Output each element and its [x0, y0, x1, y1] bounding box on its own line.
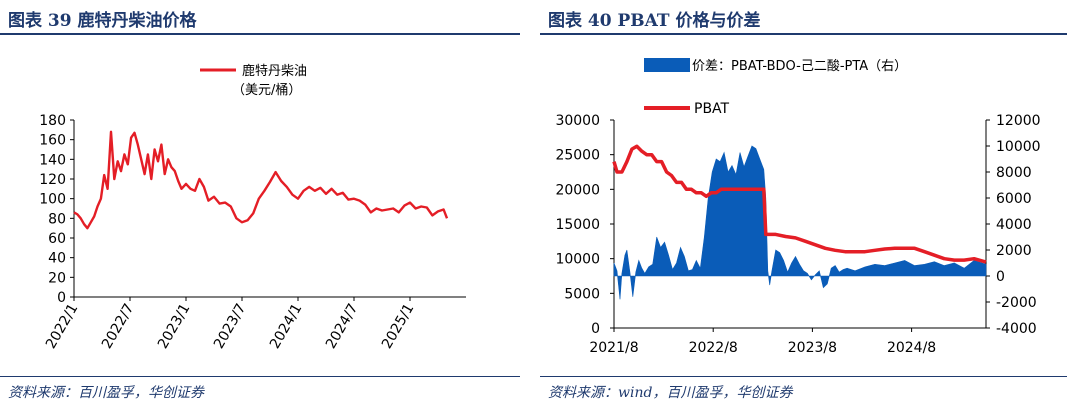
right-axes: 050001000015000200002500030000-4000-2000… — [555, 113, 1040, 356]
right-series — [612, 144, 987, 300]
diesel-price-chart: 鹿特丹柴油 （美元/桶） 0 20 40 60 80 100 120 140 160 180 202… — [39, 63, 466, 352]
right-left-y-tick-label: 30000 — [555, 113, 600, 129]
right-left-y-tick-label: 10000 — [555, 252, 600, 268]
left-y-tick-label: 120 — [39, 172, 66, 188]
left-y-tick-label: 100 — [39, 192, 66, 208]
diesel-series — [73, 130, 449, 230]
right-left-y-tick-label: 25000 — [555, 148, 600, 164]
right-right-y-tick-label: -4000 — [996, 321, 1037, 337]
right-legend-area-label: 价差：PBAT-BDO-己二酸-PTA（右） — [692, 59, 907, 74]
right-right-y-tick-label: 6000 — [996, 191, 1032, 207]
left-figure-title: 图表 39 鹿特丹柴油价格 — [8, 11, 197, 31]
left-x-tick-label: 2023/7 — [211, 301, 249, 352]
diesel-price-line — [73, 130, 449, 230]
left-y-tick-label: 180 — [39, 113, 66, 129]
right-legend-area-swatch — [644, 58, 690, 72]
right-figure-title: 图表 40 PBAT 价格与价差 — [548, 11, 761, 31]
left-x-tick-label: 2024/7 — [323, 301, 361, 352]
right-title-rule — [540, 33, 1067, 35]
right-x-tick-label: 2024/8 — [887, 340, 936, 356]
right-legend-line-label: PBAT — [694, 101, 730, 117]
right-right-y-tick-label: -2000 — [996, 295, 1037, 311]
right-left-y-tick-label: 20000 — [555, 182, 600, 198]
left-x-tick-label: 2024/1 — [267, 301, 305, 352]
right-legend: 价差：PBAT-BDO-己二酸-PTA（右） PBAT — [644, 58, 907, 117]
left-chart-panel: 图表 39 鹿特丹柴油价格 鹿特丹柴油 （美元/桶） 0 20 40 60 80 100 1… — [0, 0, 520, 408]
left-axes: 0 20 40 60 80 100 120 140 160 180 2022/1 2022/7 2023… — [39, 113, 466, 352]
right-right-y-tick-label: 8000 — [996, 165, 1032, 181]
left-y-tick-label: 80 — [48, 211, 66, 227]
pbat-spread-area — [613, 145, 987, 300]
left-y-tick-label: 0 — [57, 290, 66, 306]
left-y-tick-label: 40 — [48, 251, 66, 267]
left-title-rule — [0, 33, 520, 35]
left-x-tick-label: 2023/1 — [155, 301, 193, 352]
left-legend-unit: （美元/桶） — [232, 83, 301, 98]
left-x-tick-label: 2022/7 — [99, 301, 137, 352]
right-right-y-tick-label: 4000 — [996, 217, 1032, 233]
left-source-rule — [0, 376, 520, 377]
right-right-y-tick-label: 0 — [996, 269, 1005, 285]
right-x-tick-label: 2022/8 — [689, 340, 738, 356]
right-x-tick-label: 2023/8 — [788, 340, 837, 356]
left-legend-label: 鹿特丹柴油 — [242, 63, 307, 79]
left-x-tick-label: 2025/1 — [379, 301, 417, 352]
right-source-rule — [540, 376, 1067, 377]
right-left-y-tick-label: 0 — [591, 321, 600, 337]
pbat-price-spread-chart: 价差：PBAT-BDO-己二酸-PTA（右） PBAT 0 5000 10000 15… — [555, 58, 1041, 356]
right-right-y-tick-label: 12000 — [996, 113, 1041, 129]
left-source: 资料来源：百川盈孚，华创证券 — [8, 385, 204, 401]
right-chart-panel: 图表 40 PBAT 价格与价差 价差：PBAT-BDO-己二酸-PTA（右） … — [540, 0, 1067, 408]
left-legend: 鹿特丹柴油 （美元/桶） — [200, 63, 307, 98]
left-y-tick-label: 20 — [48, 270, 66, 286]
right-source: 资料来源：wind，百川盈孚，华创证券 — [548, 385, 793, 401]
left-x-tick-label: 2022/1 — [43, 301, 81, 352]
right-right-y-tick-label: 10000 — [996, 139, 1041, 155]
right-x-tick-label: 2021/8 — [589, 340, 638, 356]
right-left-y-tick-label: 5000 — [564, 286, 600, 302]
left-y-tick-label: 60 — [48, 231, 66, 247]
right-left-y-tick-label: 15000 — [555, 217, 600, 233]
pbat-price-line — [612, 144, 987, 264]
left-y-tick-label: 160 — [39, 133, 66, 149]
left-y-tick-label: 140 — [39, 152, 66, 168]
right-right-y-tick-label: 2000 — [996, 243, 1032, 259]
